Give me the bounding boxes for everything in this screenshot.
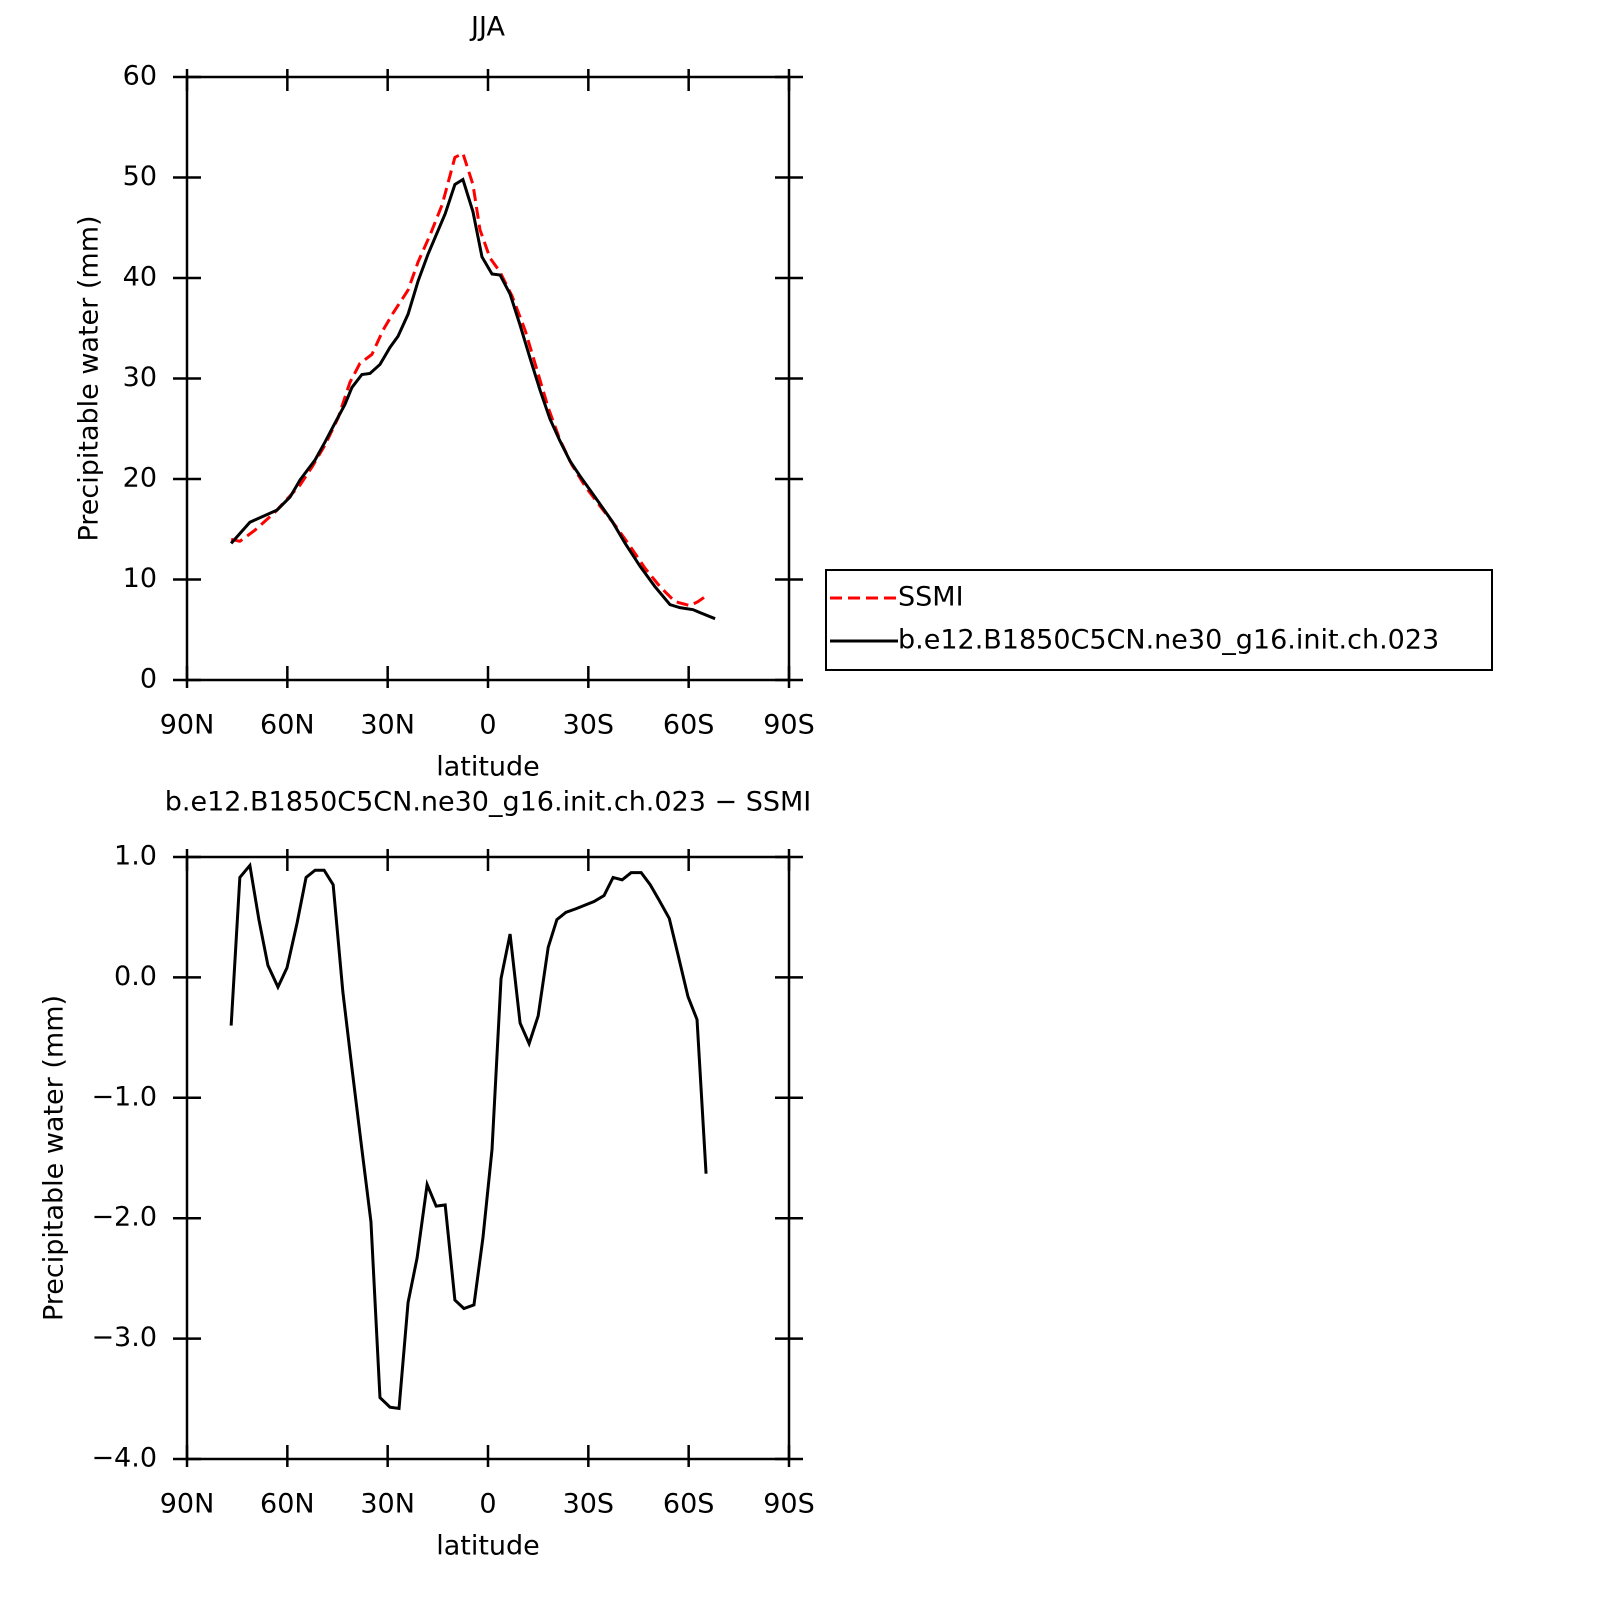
y-tick-label: −4.0	[91, 1443, 157, 1474]
y-tick-label: 30	[123, 362, 157, 393]
x-axis-label: latitude	[436, 1531, 540, 1562]
x-tick-label: 90S	[763, 710, 815, 741]
y-tick-label: −2.0	[91, 1202, 157, 1233]
data-line	[230, 177, 716, 621]
y-tick-label: 1.0	[114, 841, 157, 872]
x-tick-label: 30S	[563, 1489, 615, 1520]
y-tick-label: 60	[123, 61, 157, 92]
x-tick-label: 60N	[260, 1489, 315, 1520]
y-axis-label: Precipitable water (mm)	[39, 995, 70, 1321]
chart-title: b.e12.B1850C5CN.ne30_g16.init.ch.023 − S…	[165, 787, 812, 818]
y-tick-label: 40	[123, 262, 157, 293]
chart-title: JJA	[469, 12, 505, 43]
data-line	[230, 151, 709, 608]
x-tick-label: 30S	[563, 710, 615, 741]
y-axis-label: Precipitable water (mm)	[74, 215, 105, 541]
y-tick-label: 20	[123, 463, 157, 494]
plot-frame	[185, 855, 791, 1461]
x-tick-label: 0	[479, 710, 496, 741]
x-tick-label: 60N	[260, 710, 315, 741]
x-tick-label: 30N	[360, 1489, 415, 1520]
x-axis-label: latitude	[436, 752, 540, 783]
x-tick-label: 30N	[360, 710, 415, 741]
legend-label: b.e12.B1850C5CN.ne30_g16.init.ch.023	[898, 625, 1439, 656]
y-tick-label: −3.0	[91, 1322, 157, 1353]
x-tick-label: 60S	[663, 710, 715, 741]
y-tick-label: 50	[123, 161, 157, 192]
data-line	[229, 861, 708, 1411]
x-tick-label: 90S	[763, 1489, 815, 1520]
y-tick-label: 0	[140, 664, 157, 695]
y-tick-label: 10	[123, 563, 157, 594]
x-tick-label: 60S	[663, 1489, 715, 1520]
x-tick-label: 0	[479, 1489, 496, 1520]
legend-label: SSMI	[898, 582, 964, 613]
plot-frame	[185, 75, 791, 682]
y-tick-label: −1.0	[91, 1081, 157, 1112]
x-tick-label: 90N	[160, 710, 215, 741]
y-tick-label: 0.0	[114, 961, 157, 992]
legend-box	[825, 569, 1493, 671]
x-tick-label: 90N	[160, 1489, 215, 1520]
